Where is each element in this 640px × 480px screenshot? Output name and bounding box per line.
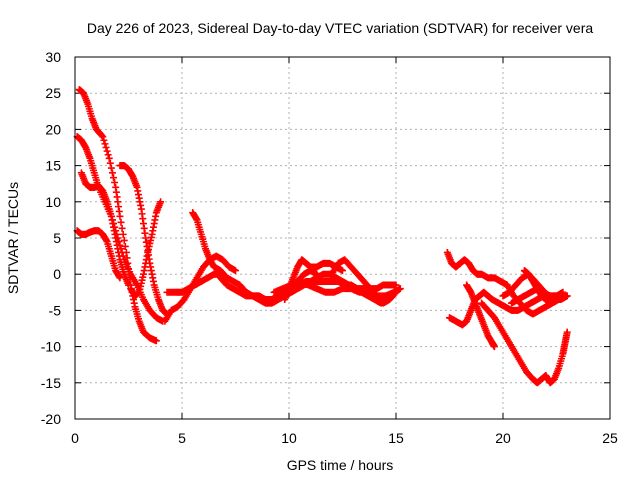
y-tick-label: 30 — [45, 49, 61, 65]
data-point — [391, 290, 399, 298]
data-point — [117, 218, 125, 226]
data-point — [563, 328, 571, 336]
data-series — [281, 256, 346, 304]
data-series — [161, 252, 239, 325]
y-tick-labels: -20 -15 -10 -5 0 5 10 15 20 25 30 — [41, 49, 61, 427]
data-point — [118, 224, 126, 232]
x-tick-label: 25 — [602, 430, 618, 446]
data-series — [77, 169, 132, 289]
x-tick-labels: 0 5 10 15 20 25 — [71, 430, 618, 446]
y-tick-label: -20 — [41, 411, 61, 427]
x-tick-label: 20 — [495, 430, 511, 446]
y-tick-label: 10 — [45, 194, 61, 210]
data-point — [559, 288, 567, 296]
y-axis-label: SDTVAR / TECUs — [5, 182, 21, 294]
plot-frame — [74, 56, 611, 420]
data-series — [127, 198, 165, 300]
data-point — [392, 281, 400, 289]
data-point — [103, 147, 111, 155]
data-point — [104, 151, 112, 159]
data-point — [339, 267, 346, 275]
data-marks — [73, 86, 571, 387]
data-point — [396, 285, 404, 293]
data-point — [98, 131, 106, 139]
x-tick-label: 10 — [281, 430, 297, 446]
data-point — [116, 274, 124, 282]
data-point — [107, 164, 115, 172]
data-point — [157, 198, 165, 206]
y-tick-label: -10 — [41, 339, 61, 355]
data-point — [563, 292, 571, 300]
data-point — [392, 288, 400, 296]
data-point — [116, 212, 124, 220]
data-point — [546, 292, 554, 300]
chart-title: Day 226 of 2023, Sidereal Day-to-day VTE… — [87, 20, 593, 36]
data-point — [102, 144, 110, 151]
data-point — [99, 133, 107, 141]
data-series — [189, 209, 321, 307]
data-point — [111, 178, 119, 186]
data-point — [121, 242, 129, 250]
x-tick-label: 0 — [71, 430, 79, 446]
data-series — [328, 256, 400, 307]
y-tick-label: 0 — [53, 266, 61, 282]
data-series — [508, 285, 554, 307]
data-point — [105, 154, 113, 162]
data-point — [108, 169, 116, 177]
data-point — [110, 174, 118, 182]
y-tick-label: -15 — [41, 375, 61, 391]
data-point — [120, 236, 128, 244]
y-tick-label: -5 — [49, 302, 62, 318]
data-series — [75, 86, 160, 345]
data-point — [106, 159, 114, 167]
data-point — [119, 230, 127, 238]
y-tick-label: 20 — [45, 121, 61, 137]
data-series — [73, 227, 124, 282]
data-point — [490, 343, 498, 351]
data-series — [463, 281, 498, 351]
data-point — [232, 267, 239, 275]
y-tick-label: 15 — [45, 158, 61, 174]
data-point — [100, 136, 108, 144]
grid — [75, 57, 610, 419]
data-point — [101, 140, 109, 148]
y-tick-label: 25 — [45, 85, 61, 101]
y-tick-label: 5 — [53, 230, 61, 246]
data-series — [478, 299, 571, 387]
x-tick-label: 15 — [388, 430, 404, 446]
data-series — [163, 270, 225, 296]
x-axis-label: GPS time / hours — [287, 457, 394, 473]
data-point — [125, 281, 132, 289]
x-tick-label: 5 — [178, 430, 186, 446]
data-point — [152, 337, 160, 345]
